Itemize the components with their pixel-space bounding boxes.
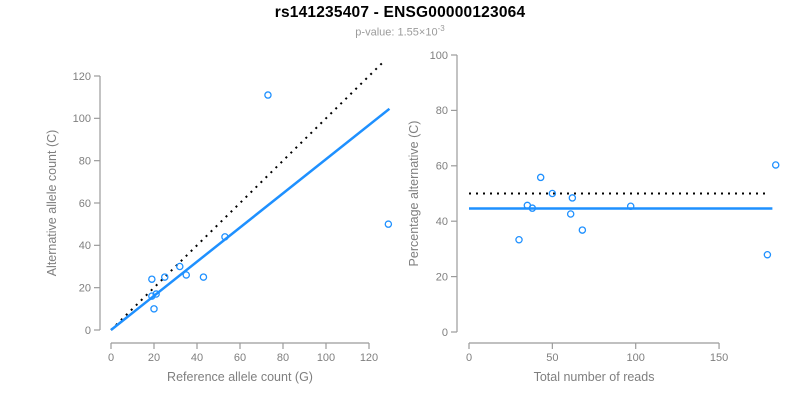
data-point	[160, 273, 169, 281]
data-point	[528, 204, 537, 212]
scatter-plot-percentage: 0 20 40 60 80 100 0 50 100 150 Total number of rea…	[407, 50, 780, 384]
data-point	[626, 202, 635, 210]
y-tick-label: 100	[430, 50, 448, 62]
y-tick-label: 40	[79, 240, 91, 252]
data-point	[536, 173, 545, 182]
y-tick-label: 80	[436, 105, 448, 117]
x-tick-label: 40	[191, 352, 203, 364]
x-axis-title: Reference allele count (G)	[167, 370, 313, 384]
x-axis-title: Total number of reads	[534, 370, 655, 384]
y-tick-label: 100	[73, 113, 91, 125]
y-tick-label: 60	[79, 198, 91, 210]
identity-line	[110, 62, 383, 331]
data-point	[182, 271, 190, 279]
x-tick-label: 0	[108, 352, 114, 364]
y-axis-title: Percentage alternative (C)	[407, 121, 421, 267]
y-tick-label: 60	[436, 161, 448, 173]
x-tick-label: 0	[466, 352, 472, 364]
pvalue-exponent: -3	[437, 24, 445, 33]
x-tick-label: 100	[317, 352, 335, 364]
data-point	[148, 275, 156, 283]
data-point	[221, 233, 229, 241]
y-tick-label: 0	[85, 325, 91, 337]
plot-subtitle: p-value: 1.55×10-3	[0, 24, 800, 39]
data-point	[515, 236, 523, 244]
y-tick-label: 120	[73, 71, 91, 83]
x-tick-label: 80	[277, 352, 289, 364]
regression-line	[110, 107, 391, 331]
plot-title: rs141235407 - ENSG00000123064	[274, 4, 526, 21]
x-tick-label: 150	[710, 352, 728, 364]
data-point	[568, 194, 577, 202]
x-tick-label: 100	[627, 352, 645, 364]
data-point	[264, 91, 272, 99]
data-point	[176, 262, 184, 271]
data-point	[578, 226, 587, 234]
data-point	[771, 161, 780, 169]
y-tick-label: 80	[79, 155, 91, 167]
x-tick-label: 50	[546, 352, 558, 364]
data-point	[763, 250, 772, 259]
pvalue-text: p-value: 1.55×10	[355, 26, 438, 39]
x-tick-label: 60	[234, 352, 246, 364]
x-tick-label: 120	[360, 352, 378, 364]
data-point	[150, 305, 158, 313]
data-point	[148, 292, 156, 300]
data-point	[152, 290, 160, 298]
y-axis-title: Alternative allele count (C)	[45, 130, 59, 277]
data-point	[199, 273, 208, 281]
y-tick-label: 20	[436, 271, 448, 283]
y-tick-label: 0	[442, 327, 448, 339]
data-point	[548, 189, 557, 198]
data-point	[384, 220, 393, 228]
y-tick-label: 40	[436, 216, 448, 228]
data-point	[566, 210, 575, 218]
scatter-plot-allele-counts: 0 20 40 60 80 100 120 0 20 40 60 80 100 120 Reference …	[45, 62, 393, 384]
x-tick-label: 20	[148, 352, 160, 364]
y-tick-label: 20	[79, 282, 91, 294]
